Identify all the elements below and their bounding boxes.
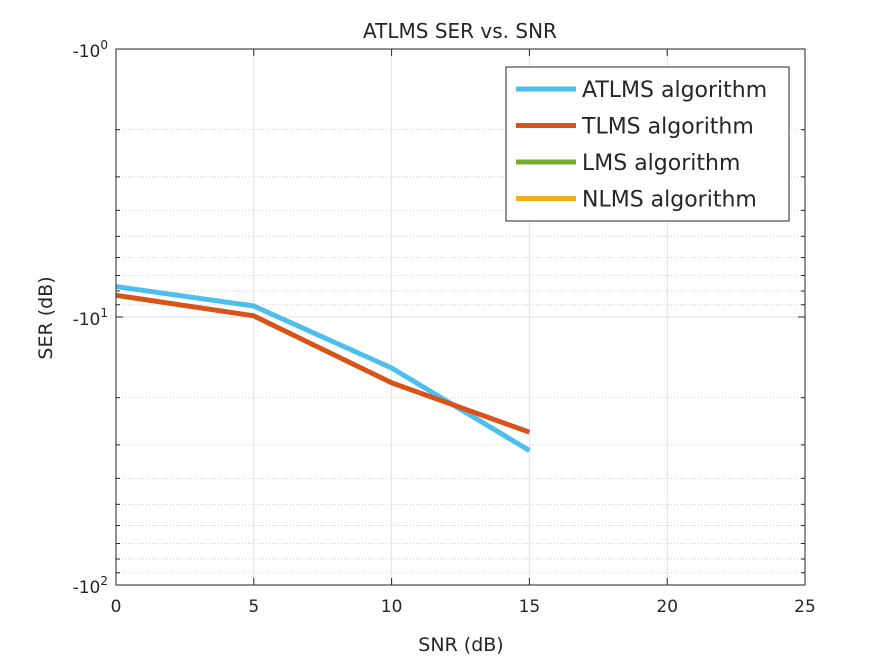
y-tick-exponent: 0	[100, 38, 108, 52]
y-tick-label: -101	[73, 306, 108, 330]
legend-box	[505, 66, 790, 222]
y-tick-exponent: 1	[100, 306, 108, 320]
legend: ATLMS algorithm TLMS algorithm LMS algorit…	[505, 66, 790, 222]
series-lines	[115, 284, 531, 453]
legend-label: LMS algorithm	[582, 151, 740, 176]
y-axis-label: SER (dB)	[35, 276, 57, 359]
x-tick-label: 25	[794, 597, 816, 617]
axes: 0 5 10 15 20 25-100-101-102	[73, 38, 816, 617]
y-tick-base: -10	[73, 310, 101, 330]
legend-label: TLMS algorithm	[581, 115, 754, 140]
x-tick-label: 15	[519, 597, 541, 617]
x-tick-label: 5	[248, 597, 259, 617]
y-tick-label: -100	[73, 38, 108, 62]
x-axis-label: SNR (dB)	[418, 634, 503, 656]
y-tick-base: -10	[73, 42, 101, 62]
x-tick-label: 10	[381, 597, 403, 617]
chart-title: ATLMS SER vs. SNR	[363, 19, 557, 43]
y-tick-label: -102	[73, 574, 108, 598]
legend-label: ATLMS algorithm	[582, 78, 767, 103]
y-tick-exponent: 2	[100, 574, 108, 588]
legend-label: NLMS algorithm	[582, 188, 757, 213]
y-tick-base: -10	[73, 578, 101, 598]
x-tick-label: 20	[656, 597, 678, 617]
x-tick-label: 0	[111, 597, 122, 617]
series-line-2	[115, 292, 531, 435]
